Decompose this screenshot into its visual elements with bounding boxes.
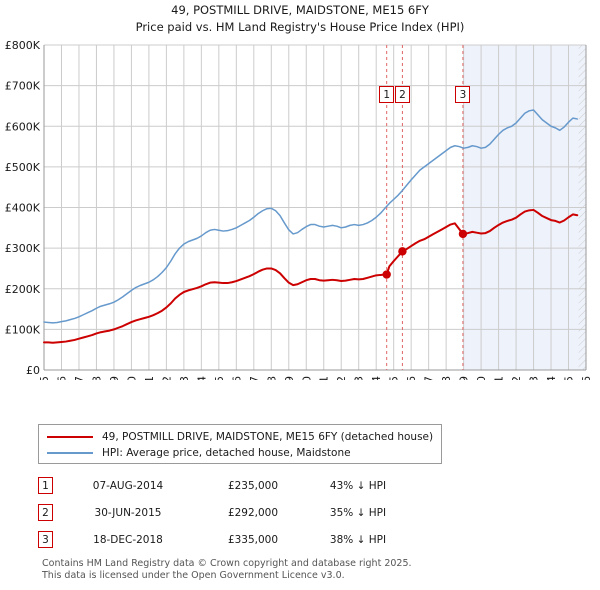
x-axis-tick-label: 1997: [73, 376, 86, 380]
transaction-index-badge: 3: [38, 531, 53, 548]
x-axis-tick-label: 2005: [213, 376, 226, 380]
y-axis-tick-label: £800K: [5, 40, 41, 52]
x-axis-tick-label: 2017: [423, 376, 436, 380]
x-axis-tick-label: 2018: [440, 376, 453, 380]
y-axis-tick-label: £600K: [5, 120, 41, 133]
x-axis-tick-label: 2024: [545, 376, 558, 380]
y-axis-tick-label: £200K: [5, 283, 41, 296]
x-axis-tick-label: 2013: [353, 376, 366, 380]
transaction-price: £335,000: [227, 533, 279, 546]
x-axis-tick-label: 2023: [528, 376, 541, 380]
y-axis-tick-label: £700K: [5, 80, 41, 93]
x-axis-tick-label: 2015: [388, 376, 401, 380]
price-history-chart: £0 £100K £200K £300K £400K £500K £600K £700K £80…: [5, 40, 593, 380]
transactions-table: 1 07-AUG-2014 £235,000 43% ↓ HPI 2 30-JU…: [38, 472, 468, 553]
table-row[interactable]: 2 30-JUN-2015 £292,000 35% ↓ HPI: [38, 499, 468, 526]
footer-licence-line: This data is licensed under the Open Gov…: [42, 570, 345, 581]
legend-item-price-paid: 49, POSTMILL DRIVE, MAIDSTONE, ME15 6FY …: [47, 429, 433, 445]
transaction-marker-flag[interactable]: 2: [394, 86, 410, 103]
x-axis-tick-label: 1995: [38, 376, 51, 380]
legend-item-hpi: HPI: Average price, detached house, Maid…: [47, 445, 433, 461]
y-axis-tick-label: £0: [26, 364, 40, 377]
chart-legend: 49, POSTMILL DRIVE, MAIDSTONE, ME15 6FY …: [38, 424, 442, 464]
series-line: [43, 208, 579, 344]
x-axis-tick-label: 2007: [248, 376, 261, 380]
x-axis-tick-label: 2026: [580, 376, 593, 380]
transaction-date: 30-JUN-2015: [94, 506, 162, 519]
chart-title-block: 49, POSTMILL DRIVE, MAIDSTONE, ME15 6FY …: [0, 2, 600, 36]
x-axis-tick-label: 2008: [265, 376, 278, 380]
legend-label-hpi: HPI: Average price, detached house, Maid…: [102, 447, 351, 459]
x-axis-tick-label: 2012: [335, 376, 348, 380]
footer-copyright-line: Contains HM Land Registry data © Crown c…: [42, 558, 412, 569]
x-axis-tick-label: 2014: [370, 376, 383, 380]
transaction-data-point: [398, 247, 407, 256]
x-axis-tick-label: 2011: [318, 376, 331, 380]
y-axis-tick-label: £400K: [5, 202, 41, 215]
x-axis-tick-label: 2003: [178, 376, 191, 380]
transaction-data-point: [382, 270, 391, 279]
legend-label-price-paid: 49, POSTMILL DRIVE, MAIDSTONE, ME15 6FY …: [102, 431, 434, 443]
transaction-index-badge: 2: [38, 504, 53, 521]
x-axis-tick-label: 2025: [563, 376, 576, 380]
y-axis-tick-label: £500K: [5, 161, 41, 174]
x-axis-tick-label: 2016: [405, 376, 418, 380]
legend-swatch-price-paid: [47, 436, 93, 438]
table-row[interactable]: 1 07-AUG-2014 £235,000 43% ↓ HPI: [38, 472, 468, 499]
x-axis-tick-label: 2000: [125, 376, 138, 380]
transaction-price: £235,000: [227, 479, 279, 492]
x-axis-tick-label: 2002: [160, 376, 173, 380]
chart-area: £0 £100K £200K £300K £400K £500K £600K £700K £80…: [0, 40, 600, 380]
x-axis-tick-label: 2004: [195, 376, 208, 380]
transaction-price: £292,000: [227, 506, 279, 519]
x-axis-tick-label: 2022: [510, 376, 523, 380]
transaction-hpi-delta: 35% ↓ HPI: [329, 506, 387, 519]
y-axis-tick-label: £100K: [5, 323, 41, 336]
transaction-index-badge: 1: [38, 477, 53, 494]
transaction-hpi-delta: 38% ↓ HPI: [329, 533, 387, 546]
x-axis-tick-label: 2010: [300, 376, 313, 380]
x-axis-tick-label: 2019: [458, 376, 471, 380]
x-axis-tick-label: 1996: [55, 376, 68, 380]
x-axis-tick-label: 1998: [90, 376, 103, 380]
legend-swatch-hpi: [47, 452, 93, 454]
y-axis-tick-label: £300K: [5, 242, 41, 255]
page-subtitle: Price paid vs. HM Land Registry's House …: [135, 20, 465, 34]
transaction-marker-flag[interactable]: 1: [379, 86, 395, 103]
transaction-hpi-delta: 43% ↓ HPI: [329, 479, 387, 492]
x-axis-tick-label: 1999: [108, 376, 121, 380]
attribution-footer: Contains HM Land Registry data © Crown c…: [42, 558, 582, 582]
series-line: [43, 109, 579, 324]
transaction-data-point: [458, 229, 468, 239]
x-axis-tick-label: 2009: [283, 376, 296, 380]
x-axis-tick-label: 2001: [143, 376, 156, 380]
transaction-marker-flag[interactable]: 3: [455, 86, 471, 103]
transaction-date: 07-AUG-2014: [92, 479, 164, 492]
table-row[interactable]: 3 18-DEC-2018 £335,000 38% ↓ HPI: [38, 526, 468, 553]
page-title: 49, POSTMILL DRIVE, MAIDSTONE, ME15 6FY: [171, 3, 429, 17]
x-axis-tick-label: 2006: [230, 376, 243, 380]
x-axis-tick-label: 2021: [493, 376, 506, 380]
transaction-date: 18-DEC-2018: [93, 533, 163, 546]
x-axis-tick-label: 2020: [475, 376, 488, 380]
